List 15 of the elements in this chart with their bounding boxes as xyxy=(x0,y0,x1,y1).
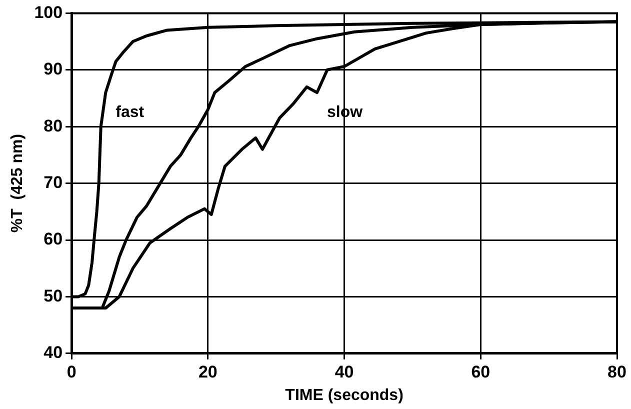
y-tick-label: 80 xyxy=(44,116,63,136)
y-tick-label: 50 xyxy=(44,286,63,306)
x-tick-label: 80 xyxy=(608,362,626,382)
y-tick-label: 40 xyxy=(44,343,63,362)
x-tick-label: 40 xyxy=(334,362,354,382)
y-axis-title: %T (425 nm) xyxy=(9,134,26,233)
x-tick-label: 60 xyxy=(471,362,490,382)
y-tick-label: 90 xyxy=(44,60,63,79)
y-tick-label: 100 xyxy=(34,2,63,22)
y-tick-label: 70 xyxy=(44,172,63,192)
y-tick-label: 60 xyxy=(44,230,63,249)
x-axis-title: TIME (seconds) xyxy=(285,386,404,404)
x-tick-label: 0 xyxy=(66,362,76,382)
series-label: fast xyxy=(116,104,145,121)
x-tick-label: 20 xyxy=(198,362,218,382)
